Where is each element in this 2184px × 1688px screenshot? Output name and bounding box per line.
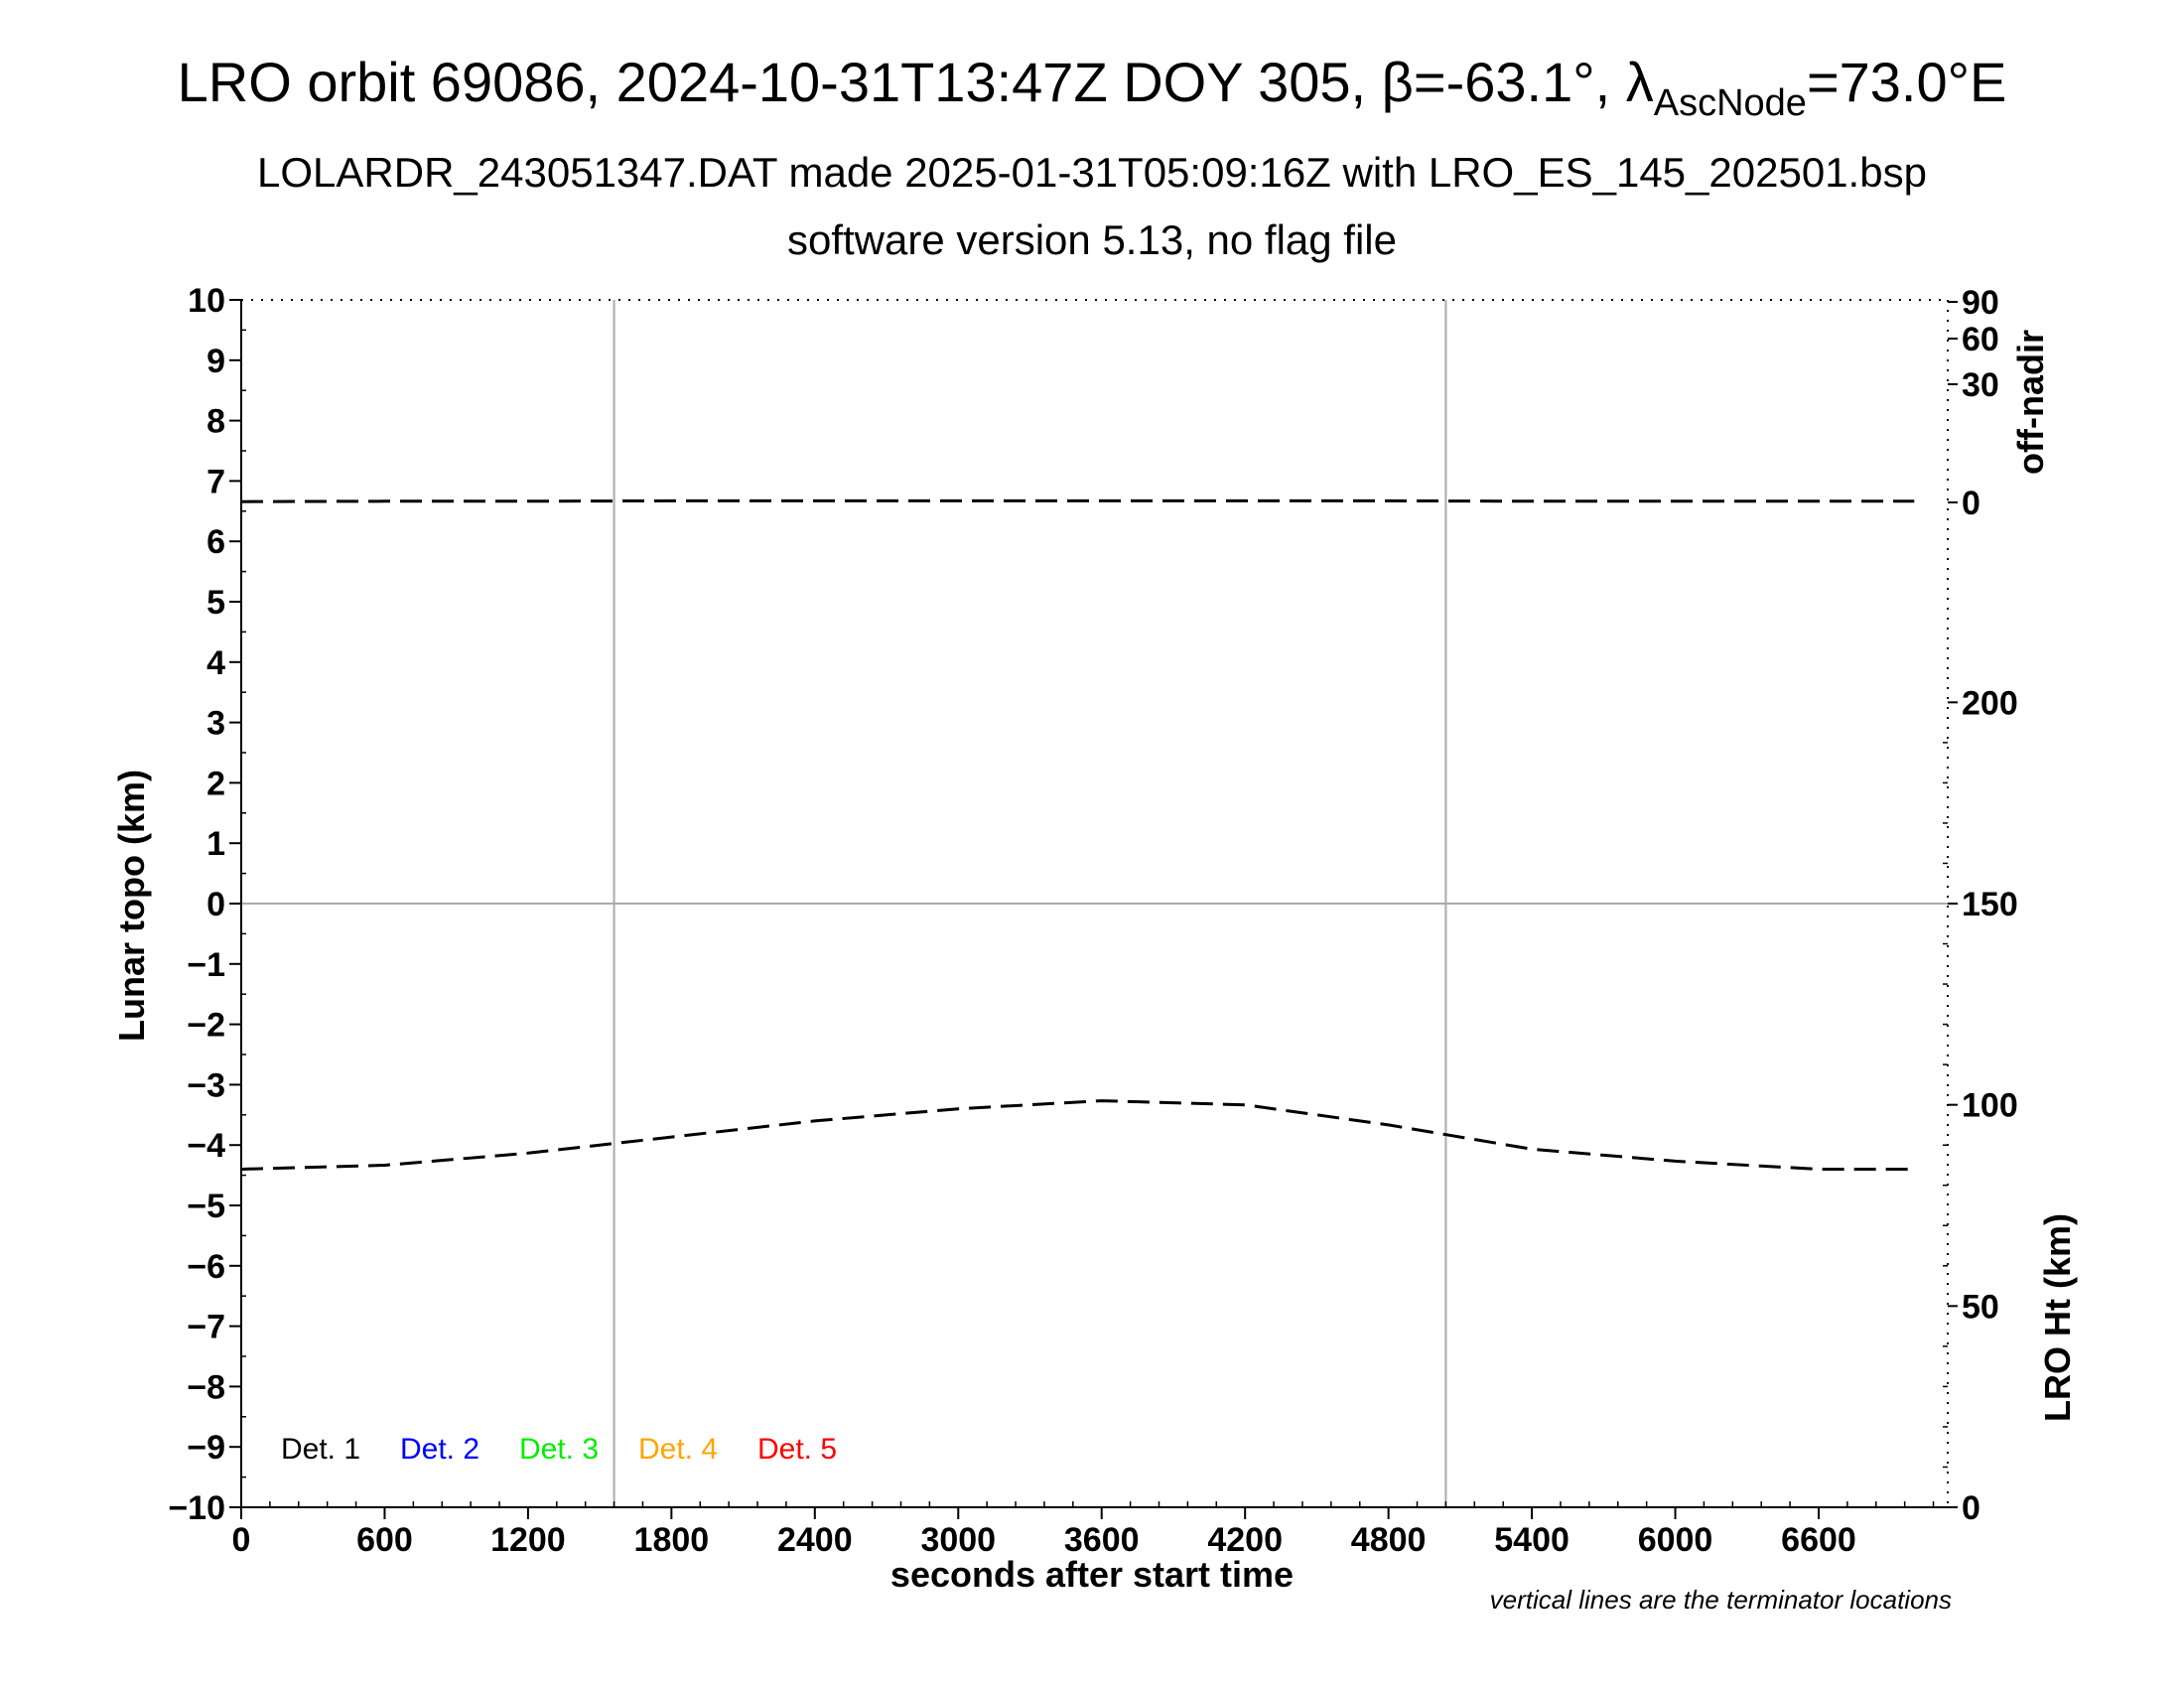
y2-axis-title-off-nadir: off-nadir [2010,330,2051,475]
legend-item-det-5: Det. 5 [757,1433,837,1466]
height-tick-label: 0 [1962,1489,1980,1527]
x-tick-label: 1800 [634,1521,710,1559]
y-tick-label: −9 [187,1429,225,1467]
y-axis-title: Lunar topo (km) [111,770,152,1042]
height-tick-label: 50 [1962,1288,1999,1326]
x-tick-label: 3600 [1064,1521,1140,1559]
y-tick-label: 10 [188,282,225,320]
y-tick-label: −3 [187,1066,225,1104]
y-tick-label: 6 [206,523,225,561]
x-tick-label: 0 [232,1521,251,1559]
x-tick-label: 2400 [777,1521,853,1559]
chart-subtitle-2: software version 5.13, no flag file [787,216,1397,263]
height-tick-label: 100 [1962,1087,2018,1125]
x-tick-label: 6000 [1638,1521,1713,1559]
legend-item-det-2: Det. 2 [400,1433,479,1466]
y-tick-label: −1 [187,946,225,984]
chart-title-main: LRO orbit 69086, 2024-10-31T13:47Z DOY 3… [178,51,1654,113]
y-tick-label: 9 [206,343,225,380]
y-tick-label: 2 [206,765,225,802]
y-tick-label: −4 [187,1127,225,1165]
y-tick-label: 4 [206,644,225,682]
off-nadir-tick-label: 0 [1962,485,1980,522]
terminator-note: vertical lines are the terminator locati… [1490,1585,1952,1615]
y-tick-label: 8 [206,403,225,441]
legend-item-det-3: Det. 3 [519,1433,599,1466]
x-tick-label: 1200 [490,1521,566,1559]
lro-height-series-line [240,1099,1915,1171]
legend-item-det-1: Det. 1 [281,1433,360,1466]
off-nadir-tick-label: 60 [1962,321,1999,358]
y-tick-label: −7 [187,1309,225,1346]
x-tick-label: 600 [356,1521,413,1559]
x-tick-label: 6600 [1781,1521,1856,1559]
chart-title-suffix: =73.0°E [1807,51,2006,113]
y-tick-label: 5 [206,584,225,622]
x-tick-label: 3000 [920,1521,996,1559]
y-tick-label: −5 [187,1188,225,1225]
y-tick-label: 7 [206,463,225,500]
height-tick-label: 200 [1962,684,2018,722]
off-nadir-tick-label: 30 [1962,366,1999,404]
legend-item-det-4: Det. 4 [638,1433,718,1466]
y-tick-label: −6 [187,1248,225,1286]
chart-subtitle: LOLARDR_243051347.DAT made 2025-01-31T05… [257,149,1927,196]
y-tick-label: 1 [206,825,225,863]
x-tick-label: 4800 [1351,1521,1427,1559]
chart-title: LRO orbit 69086, 2024-10-31T13:47Z DOY 3… [178,51,2007,124]
height-tick-label: 150 [1962,886,2018,923]
x-tick-label: 5400 [1494,1521,1570,1559]
x-axis-title: seconds after start time [890,1554,1294,1595]
chart-title-subscript: AscNode [1654,82,1807,124]
y-tick-label: 3 [206,705,225,743]
off-nadir-tick-label: 90 [1962,284,1999,322]
off-nadir-series-line [240,498,1915,503]
y-tick-label: 0 [206,886,225,923]
y-tick-label: −10 [168,1489,225,1527]
x-tick-label: 4200 [1207,1521,1283,1559]
y-tick-label: −8 [187,1368,225,1406]
y2-axis-title-lro-ht: LRO Ht (km) [2037,1213,2078,1422]
y-tick-label: −2 [187,1007,225,1045]
